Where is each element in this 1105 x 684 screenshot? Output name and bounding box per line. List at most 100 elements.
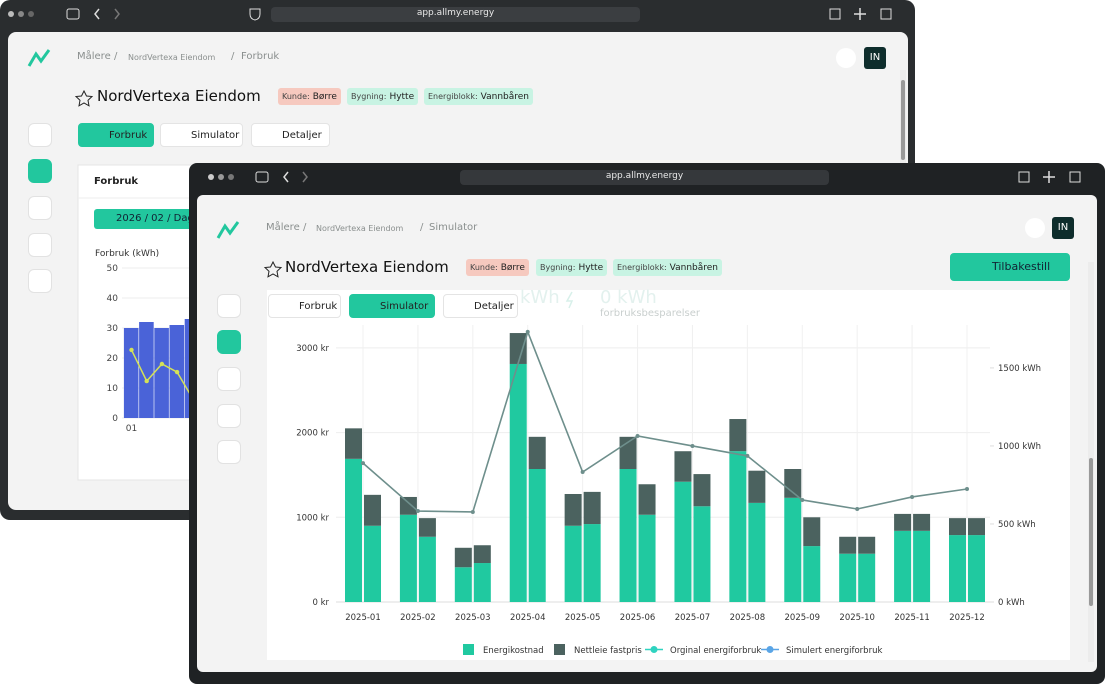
tag-label: Bygning: (540, 263, 576, 272)
scrollbar-thumb[interactable] (901, 80, 905, 160)
breadcrumb[interactable]: Målere (266, 222, 300, 233)
nav-meter[interactable] (217, 330, 241, 354)
nav-sun[interactable] (28, 233, 52, 257)
nav-tags[interactable] (217, 367, 241, 391)
tag: Energiblokk: Vannbåren (424, 88, 534, 105)
tabs-icon[interactable] (880, 8, 892, 20)
nav-add[interactable] (217, 440, 241, 464)
breadcrumb-separator: / (114, 51, 118, 62)
nav-home[interactable] (217, 294, 241, 318)
tab[interactable]: Forbruk (268, 294, 341, 318)
tag-label: Energiblokk: (428, 92, 478, 101)
page-title: NordVertexa Eiendom (285, 258, 449, 276)
avatar[interactable]: IN (864, 47, 886, 69)
breadcrumb[interactable]: NordVertexa Eiendom (128, 53, 216, 62)
x-tick-label: 2025-03 (455, 613, 491, 623)
bar-segment (364, 525, 381, 602)
back-icon[interactable] (283, 171, 289, 183)
window-dot (228, 174, 234, 180)
x-tick-label: 2025-11 (894, 613, 930, 623)
bar-segment (949, 518, 966, 536)
line-point (855, 506, 860, 511)
y-tick-label: 2000 kr (296, 429, 329, 439)
x-tick-label: 2025-08 (730, 613, 766, 623)
x-tick-label: 2025-05 (565, 613, 601, 623)
tab[interactable]: Detaljer (251, 123, 330, 147)
x-tick-label: 2025-01 (345, 613, 381, 623)
bar-segment (583, 524, 601, 602)
nav-home[interactable] (28, 123, 52, 147)
date-button[interactable]: 2026 / 02 / Dag (94, 209, 204, 229)
breadcrumb: Forbruk (241, 51, 280, 62)
back-icon[interactable] (94, 8, 100, 20)
y-tick-label: 3000 kr (296, 344, 329, 354)
tab[interactable]: Forbruk (78, 123, 154, 147)
share-icon[interactable] (1018, 171, 1030, 183)
bar-segment (564, 525, 582, 602)
bar-segment (839, 553, 857, 602)
tag: Energiblokk: Vannbåren (613, 259, 723, 276)
star-icon[interactable] (74, 89, 94, 107)
tag-label: Kunde: (282, 92, 310, 101)
new-tab-icon[interactable] (854, 8, 866, 20)
legend-label: Nettleie fastpris (574, 646, 642, 656)
new-tab-icon[interactable] (1043, 171, 1055, 183)
legend-label: Orginal energiforbruk (670, 646, 761, 656)
forward-icon[interactable] (114, 8, 120, 20)
tag: Bygning: Hytte (536, 259, 608, 276)
logo[interactable] (216, 221, 240, 239)
bar-segment (803, 517, 821, 547)
nav-sun[interactable] (217, 404, 241, 428)
bar-segment (968, 518, 985, 536)
tab[interactable]: Simulator (160, 123, 243, 147)
breadcrumb[interactable]: NordVertexa Eiendom (316, 224, 404, 233)
bar-segment (894, 513, 912, 531)
y2-tick-label: 500 kWh (998, 520, 1036, 530)
url-bar[interactable] (271, 7, 640, 22)
bar-segment (729, 419, 747, 452)
nav-add[interactable] (28, 269, 52, 293)
sidebar-icon[interactable] (66, 8, 80, 20)
bar-segment (364, 494, 381, 526)
x-tick-label: 01 (126, 424, 137, 434)
y-tick-label: 40 (107, 294, 119, 304)
x-tick-label: 2025-07 (675, 613, 711, 623)
tag-value: Børre (500, 263, 525, 273)
tab[interactable]: Simulator (349, 294, 435, 318)
bar-segment (693, 506, 711, 602)
bar-segment (418, 518, 436, 537)
line-point (690, 443, 695, 448)
y-tick-label: 20 (107, 354, 119, 364)
breadcrumb[interactable]: Målere (77, 51, 111, 62)
bar-segment (528, 436, 546, 470)
bar-segment (399, 514, 417, 602)
nav-tags[interactable] (28, 196, 52, 220)
bar-segment (619, 469, 637, 602)
tab[interactable]: Detaljer (443, 294, 518, 318)
star-icon[interactable] (263, 260, 283, 278)
line-point (361, 461, 365, 466)
legend-swatch (463, 644, 474, 655)
tabs-icon[interactable] (1069, 171, 1081, 183)
window-dot (18, 11, 24, 17)
legend-swatch (554, 644, 565, 655)
share-icon[interactable] (829, 8, 841, 20)
window-dot (208, 174, 214, 180)
avatar[interactable]: IN (1052, 217, 1074, 239)
logo[interactable] (27, 49, 51, 67)
line (362, 329, 968, 513)
bar-segment (839, 536, 857, 554)
sidebar-icon[interactable] (255, 171, 269, 183)
url-bar[interactable] (460, 170, 829, 185)
line-point (525, 329, 530, 334)
reset-button[interactable]: Tilbakestill (950, 253, 1070, 281)
forward-icon[interactable] (302, 171, 308, 183)
search-button[interactable] (836, 48, 856, 68)
x-tick-label: 2025-02 (400, 613, 436, 623)
search-button[interactable] (1025, 218, 1045, 238)
nav-meter[interactable] (28, 159, 52, 183)
bar-segment (345, 458, 362, 602)
ghost-text: 0 kWh (600, 287, 657, 308)
scrollbar-thumb[interactable] (1089, 458, 1093, 606)
